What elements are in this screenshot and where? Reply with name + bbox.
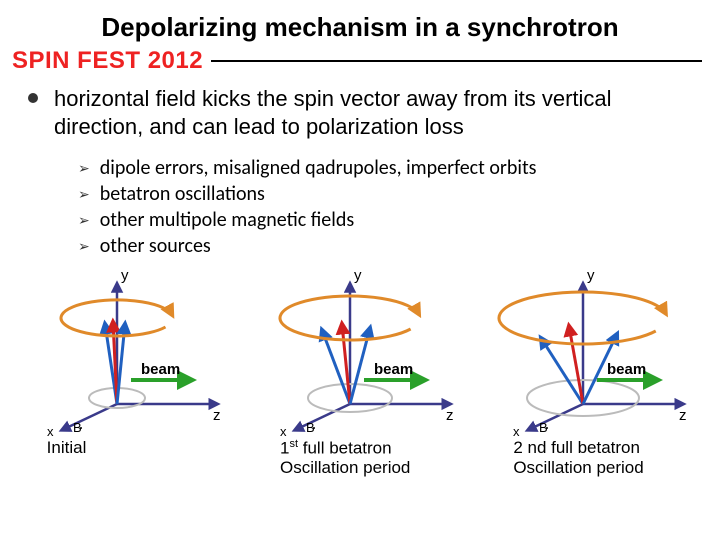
event-banner: SPIN FEST 2012 xyxy=(12,47,203,75)
bullet-icon xyxy=(28,93,38,103)
banner-divider xyxy=(211,60,702,62)
svg-text:y: y xyxy=(121,267,129,284)
svg-text:x: x xyxy=(513,424,520,439)
precession-diagram: yzxBbeam xyxy=(22,254,232,444)
sub-bullet-text: dipole errors, misaligned qadrupoles, im… xyxy=(100,156,537,180)
diagram-cell: yzxBbeamInitial xyxy=(17,254,237,478)
diagram-caption: 2 nd full betatron Oscillation period xyxy=(513,438,693,477)
diagram-cell: yzxBbeam2 nd full betatron Oscillation p… xyxy=(483,254,703,478)
precession-diagram: yzxBbeam xyxy=(488,254,698,444)
svg-text:x: x xyxy=(47,424,54,439)
svg-text:y: y xyxy=(354,267,362,284)
svg-text:y: y xyxy=(587,267,595,284)
precession-diagram: yzxBbeam xyxy=(255,254,465,444)
svg-text:beam: beam xyxy=(607,361,646,378)
chevron-icon: ➢ xyxy=(78,160,90,177)
slide-title: Depolarizing mechanism in a synchrotron xyxy=(0,0,720,43)
svg-text:beam: beam xyxy=(374,361,413,378)
diagram-row: yzxBbeamInitial yzxBbeam1st full betatro… xyxy=(0,254,720,478)
svg-text:beam: beam xyxy=(141,361,180,378)
svg-text:z: z xyxy=(446,407,454,424)
svg-text:x: x xyxy=(280,424,287,439)
chevron-icon: ➢ xyxy=(78,238,90,255)
svg-text:z: z xyxy=(213,407,221,424)
diagram-caption: Initial xyxy=(47,438,227,458)
sub-bullet-text: betatron oscillations xyxy=(100,182,265,206)
banner-row: SPIN FEST 2012 xyxy=(0,47,720,75)
main-bullet: horizontal field kicks the spin vector a… xyxy=(0,75,720,140)
sub-bullet-item: ➢ dipole errors, misaligned qadrupoles, i… xyxy=(78,156,720,180)
diagram-caption: 1st full betatron Oscillation period xyxy=(280,438,460,478)
sub-bullet-item: ➢ other multipole magnetic fields xyxy=(78,208,720,232)
sub-bullet-item: ➢ betatron oscillations xyxy=(78,182,720,206)
svg-text:z: z xyxy=(679,407,687,424)
sub-bullet-list: ➢ dipole errors, misaligned qadrupoles, i… xyxy=(0,140,720,258)
chevron-icon: ➢ xyxy=(78,186,90,203)
diagram-cell: yzxBbeam1st full betatron Oscillation pe… xyxy=(250,254,470,478)
sub-bullet-text: other multipole magnetic fields xyxy=(100,208,354,232)
chevron-icon: ➢ xyxy=(78,212,90,229)
main-bullet-text: horizontal field kicks the spin vector a… xyxy=(54,85,692,140)
